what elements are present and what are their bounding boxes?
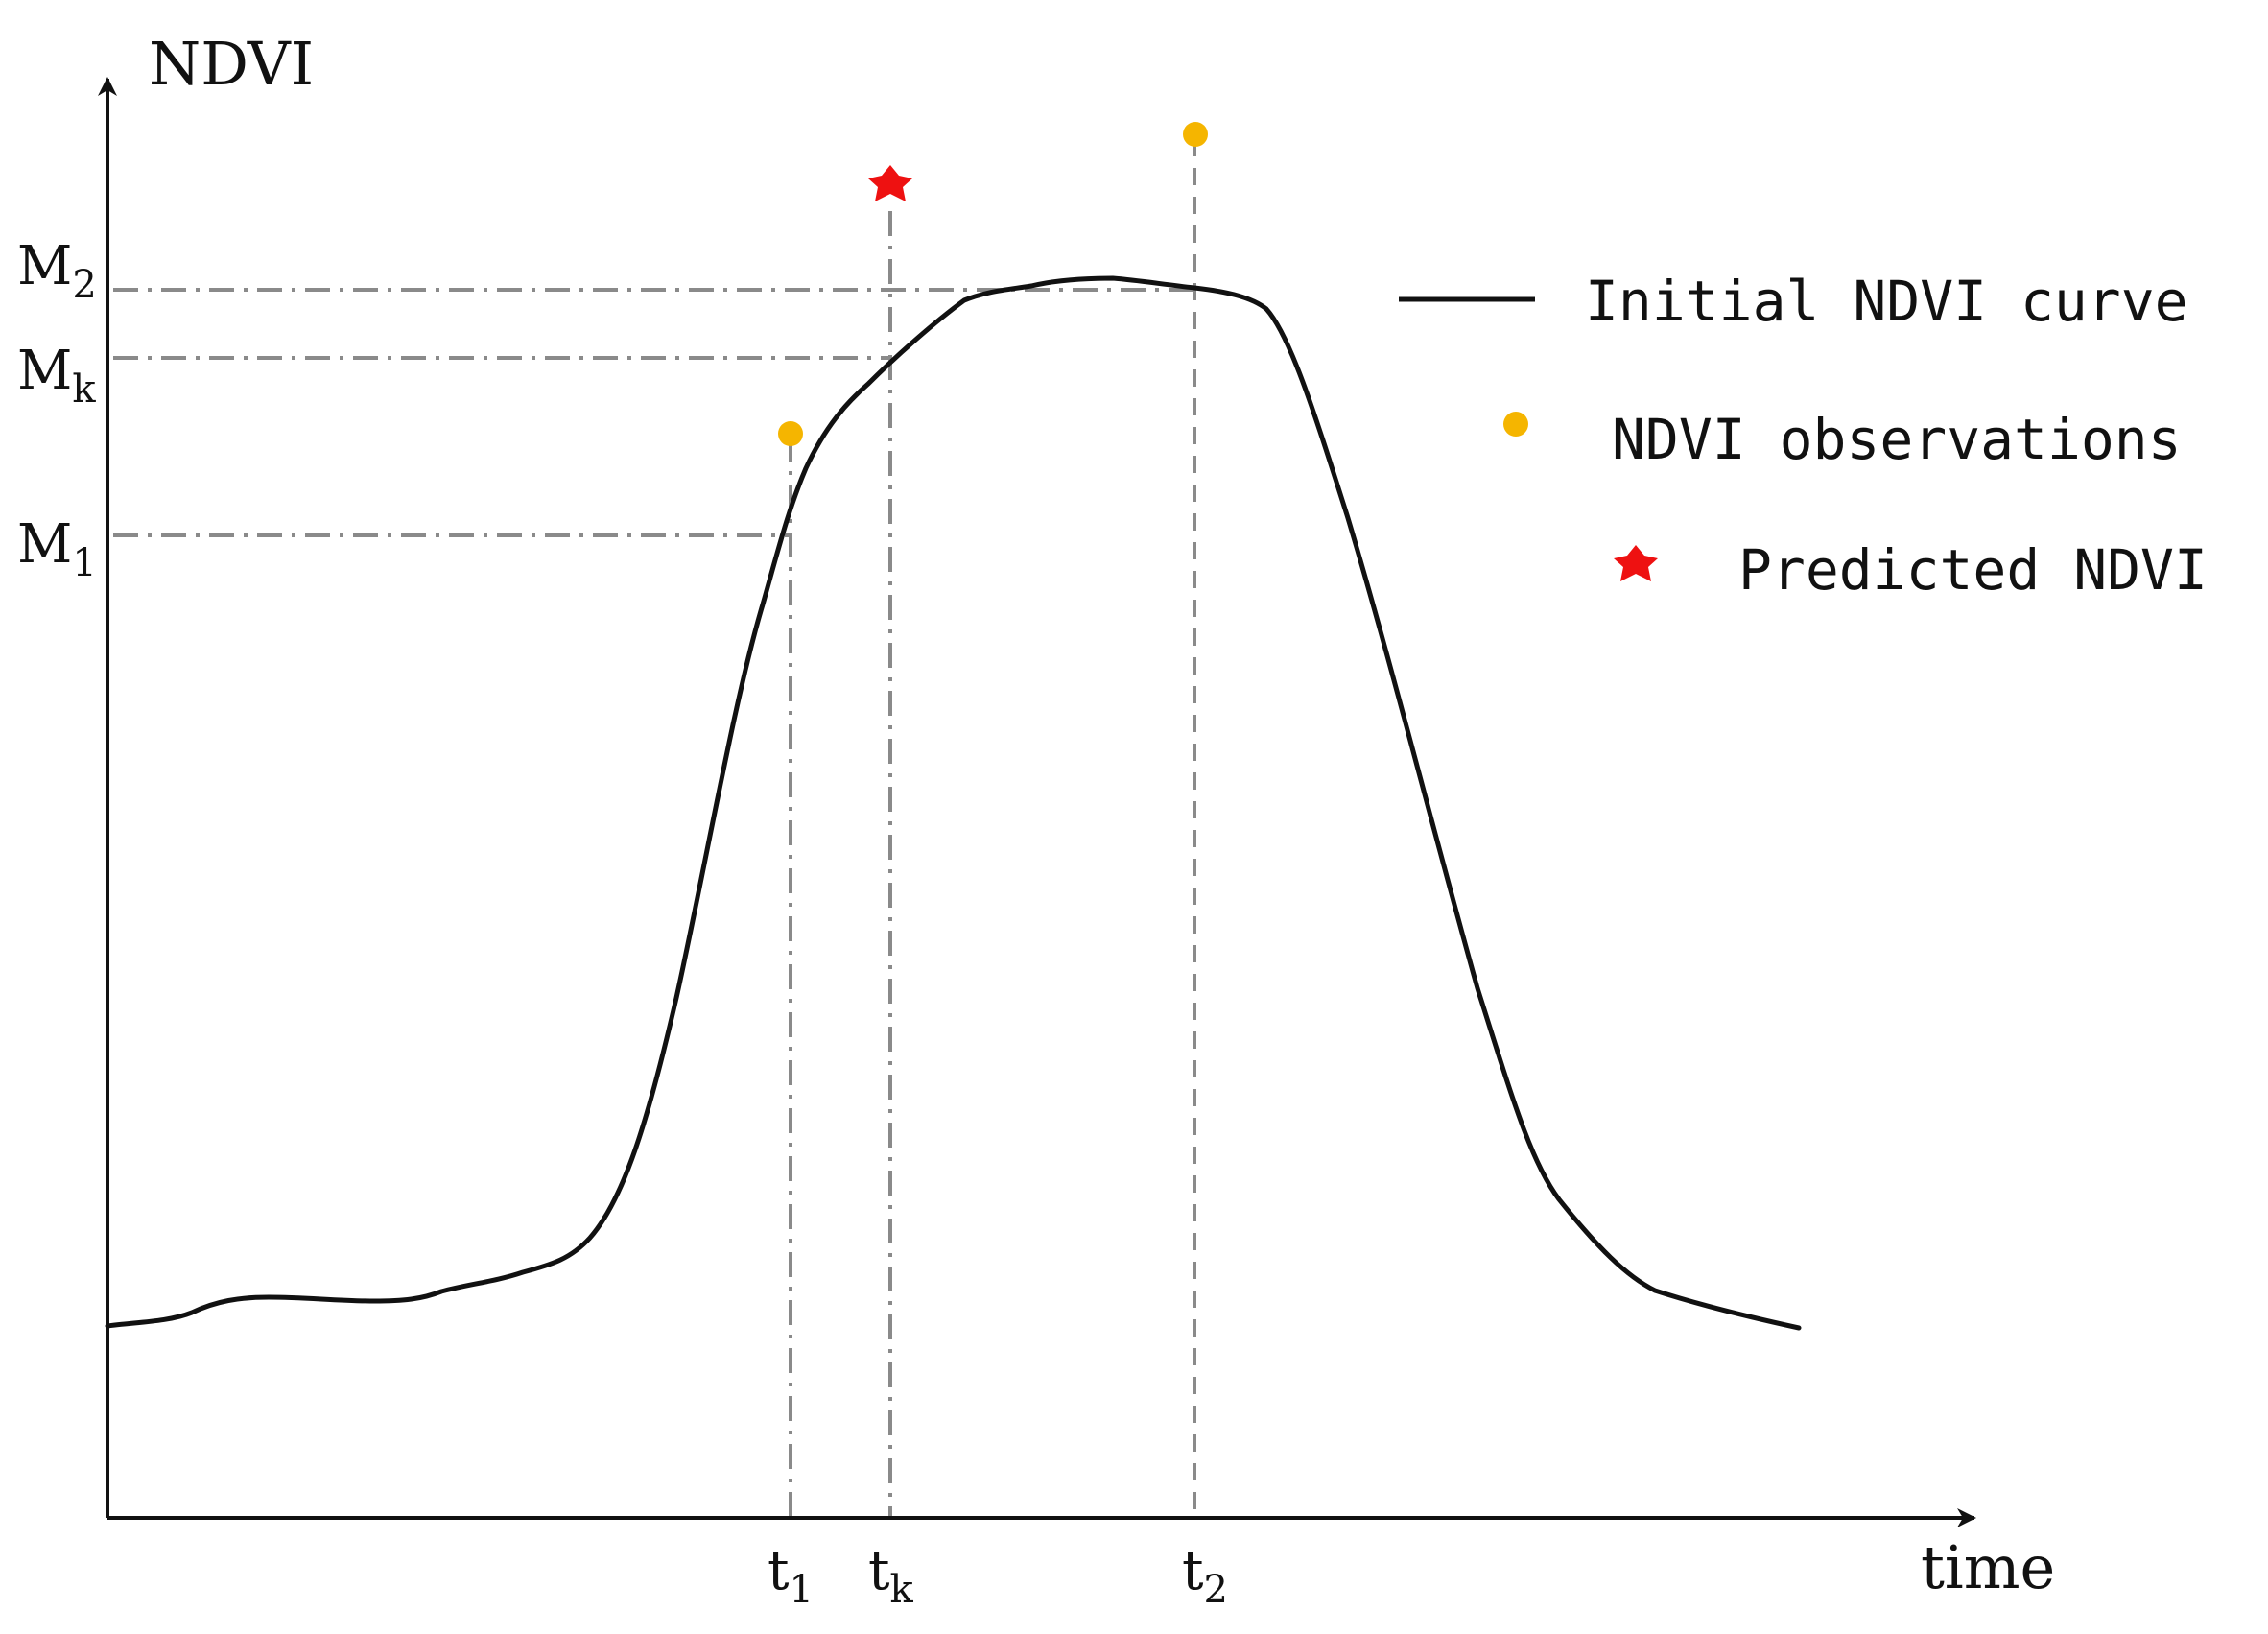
x-tick-t2: t2 xyxy=(1182,1540,1228,1612)
legend-predicted-label: Predicted NDVI xyxy=(1738,537,2208,603)
y-tick-mk: Mk xyxy=(17,340,96,412)
y-axis-label: NDVI xyxy=(149,29,314,99)
observation-dot-t1 xyxy=(778,421,803,446)
legend-star-icon xyxy=(1614,545,1658,581)
x-tick-t1: t1 xyxy=(768,1540,814,1612)
legend-observations-label: NDVI observations xyxy=(1612,407,2182,472)
predicted-star-icon xyxy=(868,165,912,201)
legend-dot-icon xyxy=(1503,412,1528,437)
legend-curve-label: Initial NDVI curve xyxy=(1585,269,2188,334)
initial-ndvi-curve xyxy=(105,275,1802,1331)
x-tick-tk: tk xyxy=(868,1540,914,1612)
y-tick-m1: M1 xyxy=(17,513,97,585)
y-tick-m2: M2 xyxy=(17,235,97,307)
legend: Initial NDVI curve NDVI observations Pre… xyxy=(1399,269,2208,603)
observation-dot-t2 xyxy=(1183,122,1208,147)
x-axis-label: time xyxy=(1921,1532,2055,1602)
